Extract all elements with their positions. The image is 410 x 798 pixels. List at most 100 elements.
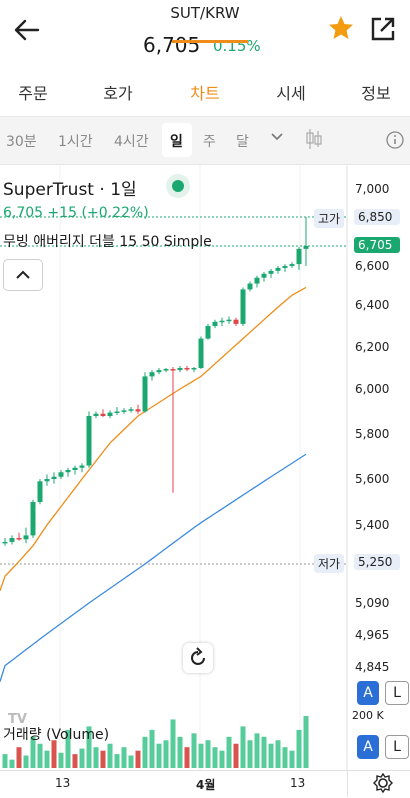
volume-bar	[23, 755, 29, 768]
price-axis-label: 6,600	[355, 259, 390, 273]
candle	[9, 535, 15, 545]
candle	[114, 407, 120, 415]
ma15-line	[0, 286, 307, 592]
candle	[135, 404, 141, 414]
price-axis-label: 6,200	[355, 340, 390, 354]
interval-more-chevron-icon[interactable]	[270, 129, 284, 148]
tab-order[interactable]: 주문	[18, 84, 48, 103]
candle	[37, 479, 43, 505]
volume-bar	[65, 729, 71, 768]
candle	[205, 323, 211, 340]
back-arrow-icon[interactable]	[12, 16, 42, 44]
candle	[289, 262, 295, 268]
tab-info[interactable]: 정보	[361, 84, 391, 103]
volume-bar	[170, 719, 176, 768]
external-link-icon[interactable]	[370, 16, 396, 42]
high-value-tag: 6,850	[354, 209, 400, 225]
candle	[121, 408, 127, 414]
interval-1h[interactable]: 1시간	[58, 134, 93, 150]
volume-bar	[219, 750, 225, 768]
candle	[100, 409, 106, 418]
tab-chart[interactable]: 차트	[190, 84, 220, 103]
time-axis: 13 4월 13	[0, 770, 410, 797]
candle	[149, 370, 155, 381]
volume-bar	[30, 736, 36, 768]
settings-gear-icon[interactable]	[372, 772, 394, 794]
volume-log-scale-button[interactable]: L	[385, 735, 409, 759]
candle	[44, 474, 50, 486]
candle	[282, 264, 288, 272]
volume-bar	[128, 755, 134, 768]
interval-1mo[interactable]: 달	[236, 134, 249, 150]
favorite-star-icon[interactable]	[327, 14, 355, 42]
candle	[58, 470, 64, 479]
volume-bar	[275, 740, 281, 768]
chart-title: SuperTrust · 1일	[3, 180, 137, 200]
ma50-line	[0, 453, 307, 682]
pair-name: SUT/KRW	[170, 4, 240, 22]
candle	[93, 411, 99, 419]
candle	[51, 472, 57, 484]
volume-bar	[191, 733, 197, 768]
volume-bar	[254, 733, 260, 768]
log-scale-button[interactable]: L	[385, 681, 409, 705]
volume-bar	[233, 743, 239, 768]
price-axis-label: 5,600	[355, 472, 390, 486]
candle	[16, 532, 22, 541]
time-axis-label: 13	[290, 776, 306, 790]
ohlc-summary: 6,705 +15 (+0.22%)	[3, 205, 149, 221]
volume-bar	[86, 726, 92, 768]
volume-bar	[163, 740, 169, 768]
volume-bar	[212, 747, 218, 768]
collapse-legend-button[interactable]	[3, 259, 43, 291]
candle-style-icon[interactable]	[304, 127, 324, 155]
volume-bar	[44, 750, 50, 768]
candle	[240, 287, 246, 326]
volume-bar	[121, 747, 127, 768]
candle	[128, 407, 134, 413]
info-icon[interactable]	[386, 131, 404, 153]
refresh-icon	[191, 647, 205, 665]
volume-auto-scale-button[interactable]: A	[357, 735, 379, 759]
auto-scale-button[interactable]: A	[357, 681, 379, 705]
volume-bar	[9, 759, 15, 768]
volume-bar	[261, 736, 267, 768]
candle	[198, 336, 204, 370]
volume-label: 거래량 (Volume)	[3, 727, 110, 743]
candle	[23, 527, 29, 544]
candle	[191, 366, 197, 373]
reset-chart-button[interactable]	[183, 643, 213, 673]
candle	[275, 266, 281, 274]
live-dot-icon	[172, 180, 184, 192]
moving-average-label: 무빙 애버리지 더블 15 50 Simple	[3, 234, 212, 250]
interval-4h[interactable]: 4시간	[114, 134, 149, 150]
volume-bar	[58, 752, 64, 768]
candle	[296, 246, 302, 270]
tab-active-underline	[172, 40, 248, 43]
volume-bar	[107, 743, 113, 768]
interval-30m[interactable]: 30분	[6, 134, 37, 150]
candle	[261, 271, 267, 282]
chevron-up-icon	[16, 270, 30, 279]
candle	[303, 217, 309, 266]
candle	[219, 317, 225, 326]
volume-bar	[2, 754, 8, 768]
tab-market[interactable]: 시세	[276, 84, 306, 103]
tab-orderbook[interactable]: 호가	[103, 84, 133, 103]
candle	[107, 410, 113, 419]
price-axis-label: 5,800	[355, 427, 390, 441]
price-axis-label: 6,400	[355, 298, 390, 312]
candle	[65, 467, 71, 477]
volume-bar	[135, 750, 141, 768]
candle	[156, 368, 162, 375]
volume-bar	[114, 754, 120, 768]
price-chart[interactable]	[0, 165, 410, 770]
interval-1d[interactable]: 일	[170, 134, 183, 150]
current-price: 6,705	[143, 33, 201, 57]
candle	[177, 365, 183, 373]
candle	[170, 366, 176, 493]
volume-bar	[37, 743, 43, 768]
current-price-tag: 6,705	[354, 237, 400, 253]
top-header: SUT/KRW 6,705 0.15%	[0, 0, 410, 70]
interval-1w[interactable]: 주	[203, 134, 216, 150]
